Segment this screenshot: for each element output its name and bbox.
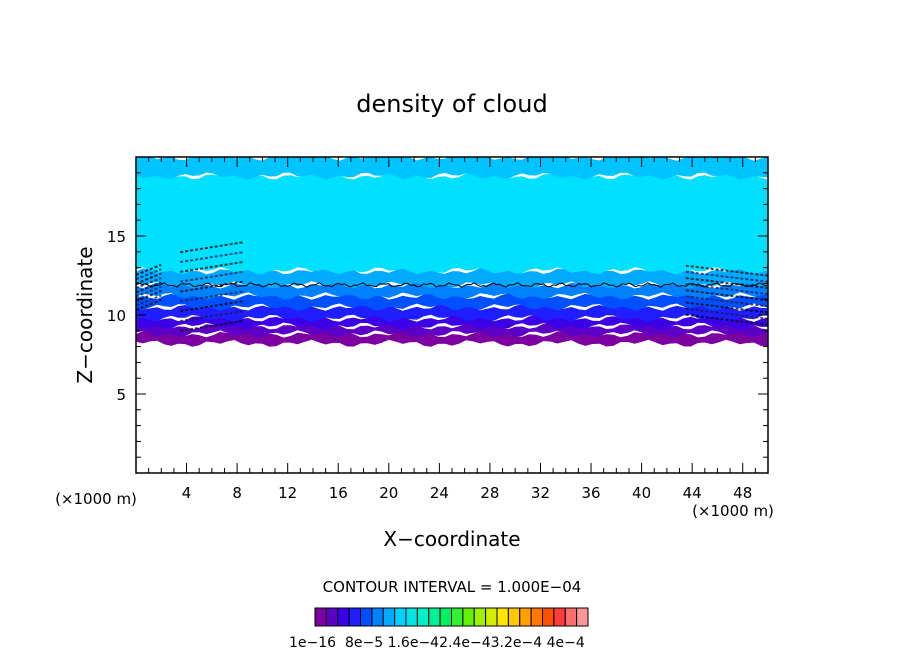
cloud-layer bbox=[136, 157, 768, 180]
wave-ripple bbox=[136, 263, 162, 276]
x-tick-label: 12 bbox=[278, 484, 297, 502]
y-axis-ticks: 5 10 15 bbox=[107, 172, 768, 458]
wave-ripple bbox=[136, 294, 162, 307]
colorbar-cell bbox=[382, 607, 396, 627]
wave-ripple bbox=[136, 298, 162, 311]
cloud-density-field bbox=[136, 157, 768, 347]
colorbar-cell bbox=[507, 607, 521, 627]
colorbar-cell bbox=[564, 607, 578, 627]
wave-ripple bbox=[180, 300, 244, 313]
colorbar-cell bbox=[496, 607, 509, 627]
wave-ripple bbox=[685, 301, 768, 314]
wave-ripple bbox=[685, 283, 768, 296]
cloud-layer bbox=[136, 322, 768, 338]
wave-ripple bbox=[180, 251, 244, 264]
wave-ripple bbox=[685, 307, 768, 320]
wave-ripple bbox=[685, 277, 768, 289]
x-unit-left: (×1000 m) bbox=[55, 490, 137, 508]
x-tick-label: 32 bbox=[531, 484, 550, 502]
wave-ripple bbox=[685, 270, 768, 283]
colorbar-cell bbox=[394, 607, 407, 627]
y-tick-label: 10 bbox=[107, 307, 126, 325]
wave-ripple bbox=[180, 310, 244, 323]
x-unit-right: (×1000 m) bbox=[692, 502, 774, 520]
wave-ripple bbox=[136, 290, 162, 303]
wave-ripple bbox=[685, 264, 768, 277]
colorbar-cell bbox=[462, 607, 475, 627]
cloud-layer bbox=[136, 330, 768, 347]
colorbar bbox=[314, 607, 589, 627]
y-axis-label: Z−coordinate bbox=[73, 246, 97, 383]
wave-ripple bbox=[180, 241, 244, 254]
wave-ripple bbox=[136, 268, 162, 281]
y-tick-label: 5 bbox=[116, 386, 126, 404]
wave-ripple bbox=[180, 280, 244, 293]
colorbar-cell bbox=[314, 607, 327, 627]
colorbar-cell bbox=[428, 607, 441, 627]
x-tick-label: 44 bbox=[683, 484, 702, 502]
wave-ripple bbox=[136, 272, 162, 285]
contour-line bbox=[136, 282, 768, 288]
x-axis-ticks: 4 8 12 16 20 24 28 32 36 40 44 48 bbox=[148, 157, 756, 502]
colorbar-cell bbox=[519, 607, 532, 627]
colorbar-cell bbox=[348, 607, 362, 627]
colorbar-cell bbox=[485, 607, 498, 627]
cloud-layer bbox=[136, 172, 768, 275]
x-tick-label: 40 bbox=[632, 484, 651, 502]
x-tick-label: 8 bbox=[232, 484, 242, 502]
colorbar-cell bbox=[439, 607, 453, 627]
x-axis-label: X−coordinate bbox=[383, 527, 520, 551]
colorbar-cell bbox=[473, 607, 487, 627]
x-tick-label: 36 bbox=[581, 484, 600, 502]
colorbar-labels: 1e−16 8e−5 1.6e−42.4e−43.2e−4 4e−4 bbox=[289, 635, 585, 651]
x-tick-label: 48 bbox=[733, 484, 752, 502]
colorbar-cell bbox=[576, 607, 589, 627]
x-tick-label: 24 bbox=[430, 484, 449, 502]
colorbar-cell bbox=[360, 607, 373, 627]
wave-ripple bbox=[180, 319, 244, 332]
x-tick-label: 4 bbox=[182, 484, 192, 502]
wave-ripple bbox=[685, 295, 768, 308]
wave-ripple bbox=[136, 277, 162, 289]
colorbar-cell bbox=[325, 607, 339, 627]
wave-ripple bbox=[136, 281, 162, 294]
colorbar-cell bbox=[416, 607, 430, 627]
wave-ripple bbox=[180, 290, 244, 303]
colorbar-cell bbox=[451, 607, 464, 627]
colorbar-cell bbox=[530, 607, 544, 627]
x-tick-label: 28 bbox=[480, 484, 499, 502]
colorbar-cell bbox=[371, 607, 384, 627]
contour-interval: CONTOUR INTERVAL = 1.000E−04 bbox=[323, 578, 582, 596]
colorbar-cell bbox=[553, 607, 566, 627]
x-tick-label: 20 bbox=[379, 484, 398, 502]
cloud-layer bbox=[136, 281, 768, 300]
colorbar-cell bbox=[405, 607, 418, 627]
chart-title: density of cloud bbox=[356, 90, 547, 118]
cloud-layer bbox=[136, 314, 768, 330]
colorbar-cell bbox=[337, 607, 350, 627]
gravity-wave-ripples bbox=[136, 241, 768, 332]
x-tick-label: 16 bbox=[329, 484, 348, 502]
wave-ripple bbox=[685, 313, 768, 326]
colorbar-cell bbox=[542, 607, 555, 627]
wave-ripple bbox=[180, 270, 244, 283]
wave-ripple bbox=[180, 260, 244, 273]
wave-ripple bbox=[685, 289, 768, 302]
y-tick-label: 15 bbox=[107, 228, 126, 246]
wave-ripple bbox=[136, 285, 162, 298]
